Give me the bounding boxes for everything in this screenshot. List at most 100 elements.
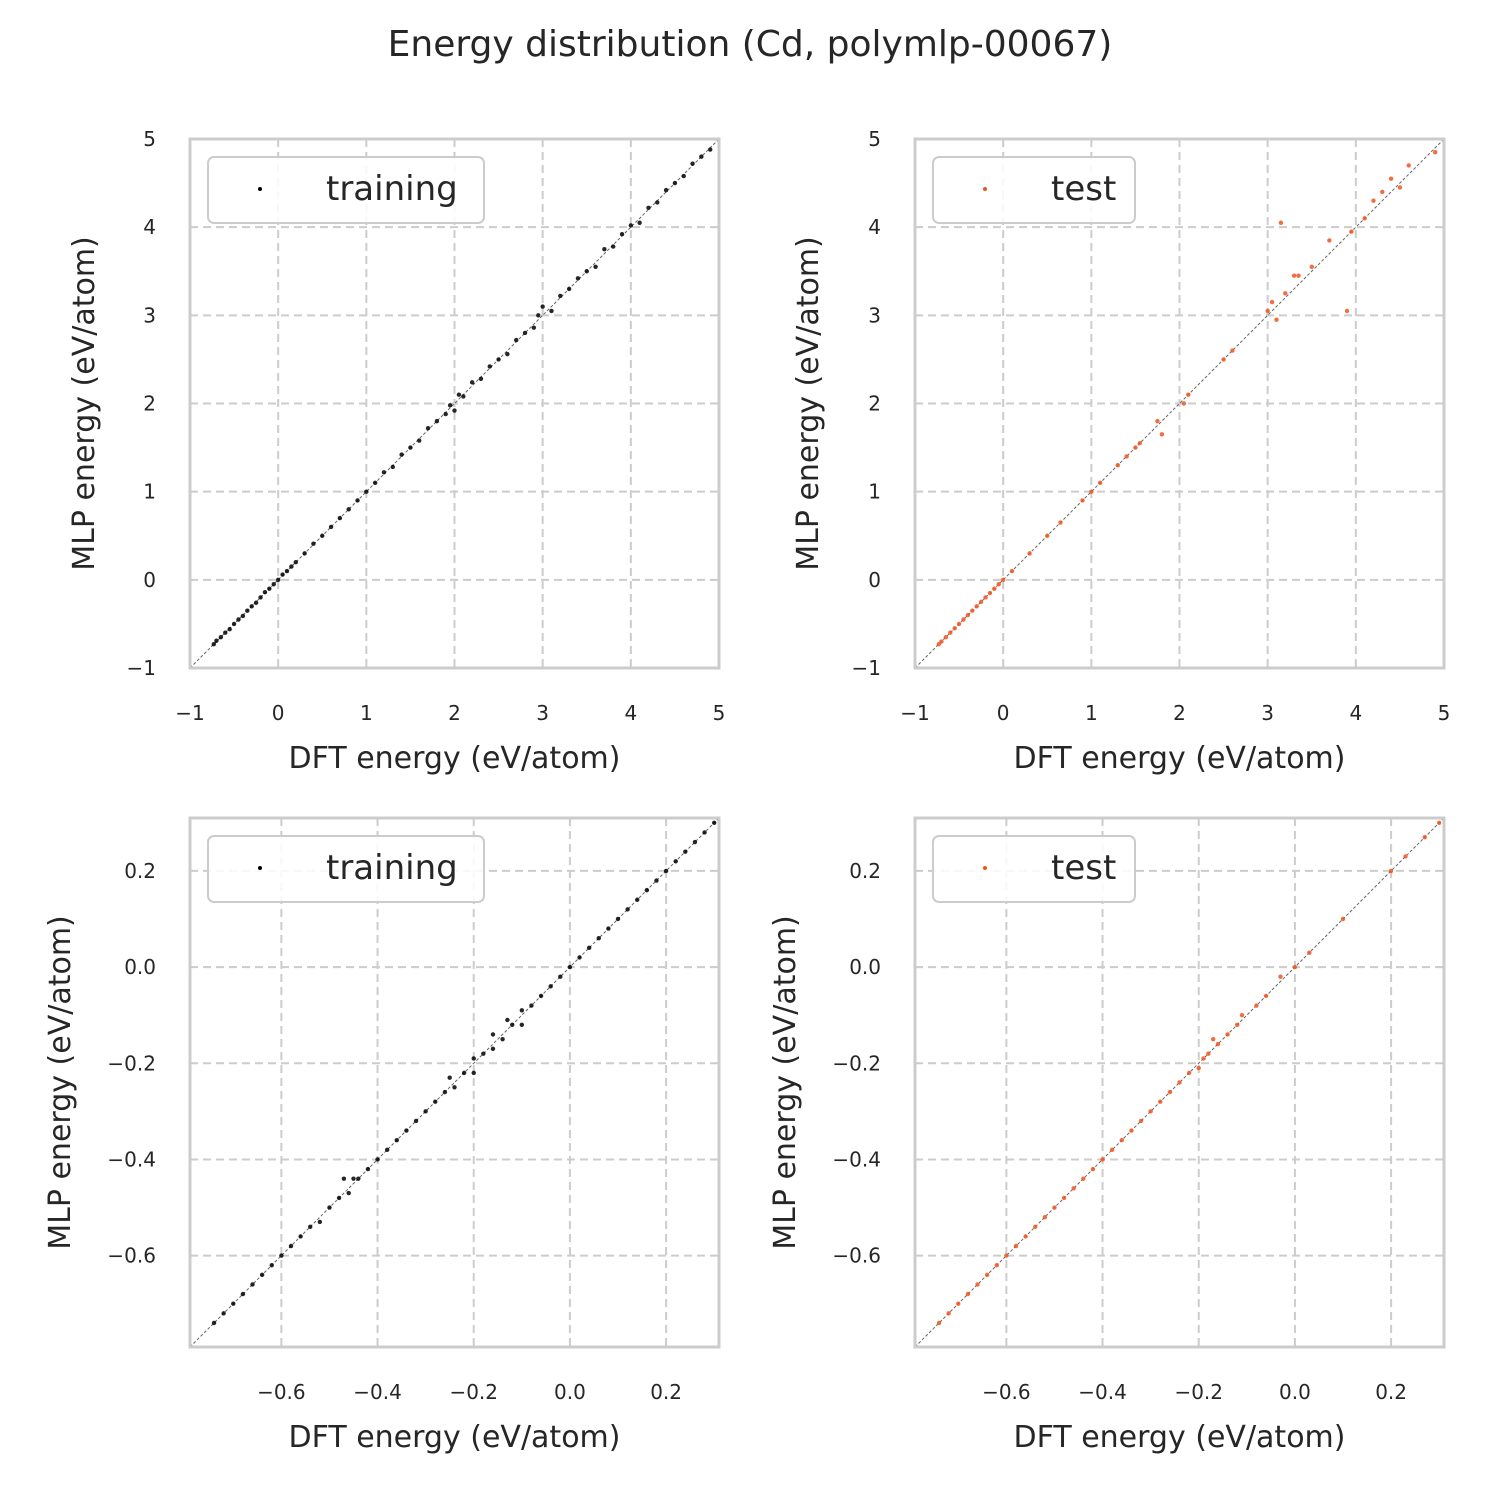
training-point	[635, 897, 640, 902]
test-point	[996, 582, 1001, 587]
test-point	[1235, 1022, 1240, 1027]
x-tick-label: −1	[175, 701, 204, 725]
plot-frame	[913, 137, 1446, 670]
training-point	[577, 955, 582, 960]
test-point	[1388, 176, 1394, 181]
training-point	[558, 974, 563, 979]
training-point	[320, 533, 325, 538]
training-point	[259, 1272, 265, 1278]
x-tick-label: 0	[997, 701, 1010, 725]
training-point	[223, 630, 228, 635]
test-point	[1090, 1166, 1096, 1172]
test-point	[1133, 445, 1138, 450]
training-point	[341, 1176, 347, 1181]
test-point	[1436, 820, 1442, 826]
y-tick-label: 1	[868, 480, 881, 504]
x-tick-label: −0.2	[449, 1380, 498, 1404]
y-axis-label: MLP energy (eV/atom)	[67, 236, 102, 571]
test-point	[1177, 1080, 1182, 1085]
training-point	[302, 551, 307, 556]
x-tick-label: −0.6	[257, 1380, 306, 1404]
training-point	[522, 330, 528, 336]
y-axis-label: MLP energy (eV/atom)	[768, 915, 803, 1250]
training-point	[566, 286, 572, 292]
test-point	[970, 608, 975, 613]
training-point	[258, 595, 263, 600]
training-point	[663, 187, 669, 193]
y-tick-label: 0.0	[124, 955, 156, 979]
test-point	[1138, 1118, 1144, 1124]
training-point	[615, 916, 621, 922]
training-point	[536, 313, 541, 318]
test-point	[1119, 1138, 1124, 1143]
training-point	[250, 1282, 255, 1287]
training-point	[336, 1195, 342, 1201]
legend-box	[932, 835, 1136, 903]
test-point	[1263, 993, 1269, 999]
subplot-3: −0.6 −0.4 −0.2 0.0 0.2 −0.6 −0.4 −0.2 0.0 0.2 DFT …	[43, 816, 721, 1455]
y-tick-label: 0.0	[849, 955, 881, 979]
test-point	[1186, 1070, 1192, 1076]
test-point	[1206, 1051, 1211, 1056]
x-tick-label: 0.2	[1375, 1380, 1407, 1404]
x-tick-label: 0.0	[554, 1380, 586, 1404]
y-tick-label: 1	[143, 480, 156, 504]
test-point	[1225, 1032, 1230, 1037]
training-point	[253, 600, 259, 605]
test-point	[1042, 1214, 1048, 1220]
y-tick-label: 2	[143, 392, 156, 416]
training-point	[452, 1085, 457, 1090]
training-point	[267, 586, 272, 591]
test-point	[946, 1311, 951, 1316]
test-point	[1210, 1037, 1216, 1042]
training-point	[218, 634, 224, 640]
training-point	[447, 403, 453, 408]
training-point	[355, 498, 360, 503]
legend-label: training	[326, 169, 458, 209]
training-point	[673, 859, 678, 864]
training-point	[280, 572, 285, 577]
test-point	[1397, 185, 1403, 190]
training-point	[384, 1147, 390, 1153]
training-point	[646, 205, 651, 210]
training-point	[456, 392, 462, 397]
x-tick-label: 2	[1173, 701, 1186, 725]
training-point	[227, 627, 232, 632]
training-point	[510, 1022, 515, 1027]
training-point	[584, 269, 589, 274]
y-tick-label: −0.2	[107, 1051, 156, 1075]
legend-label: training	[326, 848, 458, 888]
test-point	[1115, 463, 1120, 468]
training-point	[644, 887, 650, 893]
training-point	[625, 907, 630, 912]
y-tick-label: −1	[852, 656, 881, 680]
legend-box	[207, 835, 485, 903]
training-point	[442, 1089, 448, 1095]
legend: test	[932, 835, 1136, 903]
test-point	[943, 634, 949, 640]
training-point	[372, 480, 378, 486]
plot-frame	[188, 137, 721, 670]
test-point	[1033, 1224, 1038, 1229]
test-point	[1388, 868, 1394, 874]
training-point	[236, 617, 241, 622]
test-point	[1148, 1109, 1153, 1114]
test-point	[948, 630, 953, 635]
y-tick-label: 5	[143, 127, 156, 151]
y-tick-label: −0.4	[832, 1147, 881, 1171]
training-point	[327, 1205, 332, 1210]
test-point	[1239, 1012, 1245, 1018]
training-point	[611, 244, 616, 249]
test-point	[1371, 198, 1376, 203]
training-point	[328, 524, 334, 530]
test-point	[978, 599, 984, 605]
subplot-2: −1 0 1 2 3 4 5 −1 0 1 2 3 4 5 DFT energy (eV/atom) MLP …	[791, 127, 1450, 776]
x-tick-label: 2	[448, 701, 461, 725]
legend-box	[932, 156, 1136, 224]
legend-marker	[983, 866, 987, 870]
training-point	[337, 515, 343, 521]
y-tick-label: −0.4	[107, 1147, 156, 1171]
test-point	[961, 617, 966, 622]
x-axis-label: DFT energy (eV/atom)	[289, 741, 621, 776]
